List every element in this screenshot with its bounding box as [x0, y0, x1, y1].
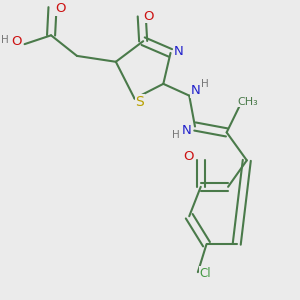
Text: N: N: [174, 45, 184, 58]
Text: H: H: [201, 80, 209, 89]
Text: O: O: [55, 2, 66, 15]
Text: H: H: [172, 130, 179, 140]
Text: S: S: [135, 95, 144, 109]
Text: O: O: [183, 150, 194, 163]
Text: N: N: [191, 84, 200, 97]
Text: H: H: [1, 35, 9, 45]
Text: O: O: [144, 10, 154, 23]
Text: Cl: Cl: [199, 267, 211, 280]
Text: N: N: [182, 124, 191, 137]
Text: O: O: [11, 35, 22, 48]
Text: CH₃: CH₃: [238, 97, 259, 106]
